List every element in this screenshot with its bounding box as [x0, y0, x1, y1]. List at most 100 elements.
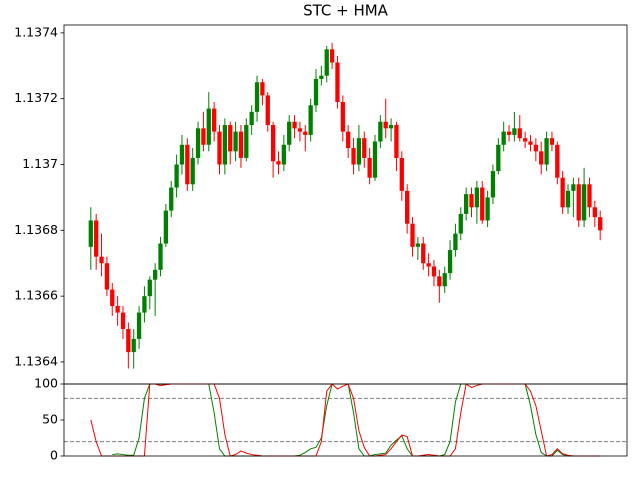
- candle-body: [346, 131, 351, 149]
- candle-body: [362, 138, 367, 158]
- candle-body: [136, 312, 142, 339]
- candle-body: [270, 125, 276, 162]
- candle-body: [544, 138, 549, 165]
- candle-body: [388, 125, 394, 129]
- candle-body: [281, 144, 286, 165]
- candle-body: [571, 184, 576, 191]
- candle-body: [115, 306, 120, 313]
- candle-body: [217, 131, 222, 165]
- candle-body: [303, 131, 308, 135]
- candle-body: [496, 144, 501, 172]
- candle-body: [372, 141, 378, 178]
- candle-body: [324, 49, 329, 76]
- candle-body: [313, 78, 319, 106]
- candle-body: [99, 256, 104, 264]
- y-tick-label: 1.1364: [14, 353, 58, 368]
- y-tick-label: 1.1372: [14, 90, 58, 105]
- candle-body: [539, 151, 544, 165]
- candle-body: [506, 131, 512, 135]
- axes-frame: [63, 383, 628, 457]
- candle-body: [292, 121, 297, 129]
- candle-body: [260, 82, 265, 96]
- candle-body: [522, 138, 528, 142]
- y-tick-label: 100: [34, 376, 58, 391]
- axes-frame: [63, 24, 628, 385]
- candle-body: [110, 289, 115, 307]
- candle-body: [431, 266, 437, 277]
- candle-body: [276, 161, 281, 165]
- candle-body: [222, 125, 228, 165]
- candle-body: [120, 312, 126, 330]
- candle-body: [319, 75, 324, 79]
- candle-body: [287, 121, 292, 145]
- y-tick-label: 1.1374: [14, 24, 58, 39]
- candle-body: [394, 125, 399, 158]
- candle-body: [587, 184, 592, 208]
- candle-body: [405, 190, 410, 224]
- candle-body: [517, 128, 522, 139]
- candle-body: [195, 128, 201, 158]
- candle-body: [254, 82, 260, 112]
- candle-body: [576, 184, 581, 221]
- candle-body: [174, 164, 179, 188]
- candle-body: [351, 148, 356, 165]
- candle-body: [238, 131, 244, 158]
- candle-body: [201, 128, 206, 145]
- candle-body: [356, 138, 362, 165]
- candle-body: [549, 138, 555, 145]
- candle-body: [367, 157, 372, 178]
- line-series: [90, 383, 601, 457]
- candle-body: [437, 276, 442, 287]
- candle-body: [410, 223, 415, 247]
- candle-body: [126, 329, 131, 353]
- candle-body: [426, 263, 431, 267]
- candle-body: [104, 263, 110, 290]
- candle-body: [581, 184, 587, 221]
- candle-body: [142, 296, 147, 313]
- candle-body: [490, 171, 496, 198]
- candle-body: [480, 187, 485, 221]
- candle-body: [249, 111, 254, 126]
- candle-body: [453, 233, 458, 251]
- candle-body: [206, 108, 211, 145]
- y-tick-label: 1.137: [22, 156, 58, 171]
- candle-body: [308, 105, 313, 135]
- candle-body: [533, 144, 538, 152]
- candle-body: [163, 210, 169, 244]
- candle-body: [485, 197, 490, 221]
- candle-body: [340, 101, 345, 132]
- candle-body: [378, 121, 383, 142]
- candle-body: [265, 95, 270, 126]
- candle-body: [501, 131, 506, 145]
- y-tick-label: 1.1366: [14, 288, 58, 303]
- candle-body: [415, 243, 421, 247]
- candle-body: [335, 62, 340, 102]
- y-tick-label: 50: [42, 412, 58, 427]
- candle-body: [592, 207, 597, 218]
- candle-body: [447, 250, 453, 274]
- candle-body: [244, 125, 249, 158]
- candle-body: [169, 187, 174, 211]
- candle-body: [469, 194, 474, 208]
- candle-body: [153, 269, 158, 280]
- candle-body: [474, 187, 480, 208]
- candle-body: [442, 273, 447, 287]
- candle-body: [421, 243, 426, 264]
- candle-body: [190, 157, 195, 185]
- candle-body: [88, 220, 93, 247]
- chart-title: STC + HMA: [303, 2, 389, 20]
- candle-body: [463, 194, 469, 214]
- candle-body: [399, 157, 404, 191]
- candle-body: [211, 108, 217, 132]
- candle-body: [560, 177, 565, 208]
- candle-body: [458, 213, 463, 234]
- candle-body: [329, 49, 335, 63]
- line-series: [112, 383, 601, 457]
- candle-body: [297, 128, 303, 132]
- candle-body: [233, 131, 238, 152]
- candle-body: [528, 141, 533, 145]
- candle-body: [147, 279, 152, 297]
- candle-body: [555, 144, 560, 178]
- candle-body: [565, 190, 571, 208]
